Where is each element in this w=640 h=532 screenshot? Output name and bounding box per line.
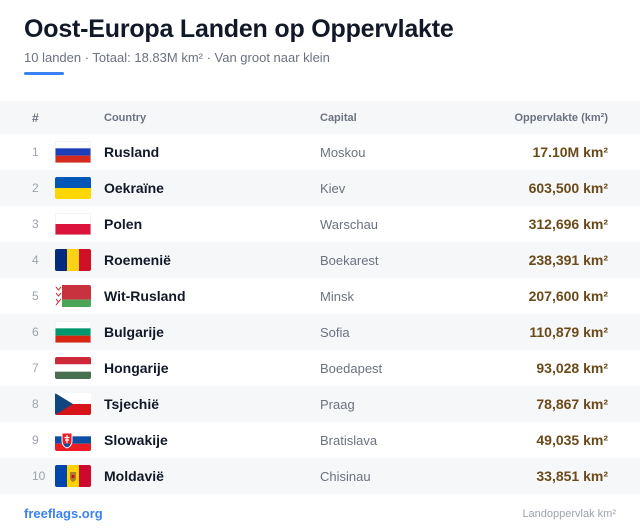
flag-czechia-icon (55, 393, 91, 415)
row-rank: 9 (32, 433, 39, 447)
flag-slovakia-icon (55, 429, 91, 451)
row-country: Slowakije (104, 432, 168, 448)
row-rank: 4 (32, 253, 39, 267)
row-area: 312,696 km² (528, 216, 608, 232)
countries-table: # Country Capital Oppervlakte (km²) 1 Ru… (0, 101, 640, 494)
page-title: Oost-Europa Landen op Oppervlakte (24, 15, 454, 43)
row-rank: 1 (32, 145, 39, 159)
footer-note: Landoppervlak km² (522, 507, 616, 520)
row-rank: 10 (32, 469, 46, 483)
column-header-rank[interactable]: # (32, 110, 39, 125)
row-country: Roemenië (104, 252, 171, 268)
flag-poland-icon (55, 213, 91, 235)
row-capital: Boedapest (320, 360, 383, 376)
row-area: 93,028 km² (536, 360, 608, 376)
table-row[interactable]: 10 Moldavië Chisinau 33,851 km² (0, 458, 640, 494)
row-rank: 6 (32, 325, 39, 339)
row-area: 17.10M km² (532, 144, 608, 160)
row-country: Moldavië (104, 468, 164, 484)
page-header: Oost-Europa Landen op Oppervlakte 10 lan… (24, 14, 624, 66)
row-area: 603,500 km² (528, 180, 608, 196)
flag-bulgaria-icon (55, 321, 91, 343)
row-capital: Praag (320, 396, 355, 412)
row-area: 207,600 km² (528, 288, 608, 304)
flag-moldova-icon (55, 465, 91, 487)
table-row[interactable]: 8 Tsjechië Praag 78,867 km² (0, 386, 640, 422)
table-row[interactable]: 1 Rusland Moskou 17.10M km² (0, 134, 640, 170)
flag-russia-icon (55, 141, 91, 163)
flag-hungary-icon (55, 357, 91, 379)
row-capital: Boekarest (320, 252, 379, 268)
row-rank: 2 (32, 181, 39, 195)
flag-belarus-icon (55, 285, 91, 307)
page-footer: freeflags.org Landoppervlak km² (24, 506, 616, 521)
table-row[interactable]: 2 Oekraïne Kiev 603,500 km² (0, 170, 640, 206)
row-capital: Moskou (320, 144, 366, 160)
row-capital: Kiev (320, 180, 346, 196)
row-capital: Minsk (320, 288, 354, 304)
row-rank: 3 (32, 217, 39, 231)
table-row[interactable]: 9 Slowakije Bratislava 49,035 km² (0, 422, 640, 458)
brand-link[interactable]: freeflags.org (24, 506, 103, 521)
column-header-capital[interactable]: Capital (320, 111, 357, 124)
table-row[interactable]: 7 Hongarije Boedapest 93,028 km² (0, 350, 640, 386)
row-rank: 8 (32, 397, 39, 411)
row-capital: Chisinau (320, 468, 371, 484)
table-row[interactable]: 3 Polen Warschau 312,696 km² (0, 206, 640, 242)
row-capital: Bratislava (320, 432, 378, 448)
row-capital: Warschau (320, 216, 379, 232)
row-area: 110,879 km² (529, 324, 608, 340)
title-accent-bar (24, 72, 64, 75)
row-country: Wit-Rusland (104, 288, 186, 304)
row-country: Oekraïne (104, 180, 164, 196)
row-country: Tsjechië (104, 396, 159, 412)
row-rank: 5 (32, 289, 39, 303)
row-area: 78,867 km² (536, 396, 608, 412)
column-header-country[interactable]: Country (104, 111, 147, 124)
column-header-area[interactable]: Oppervlakte (km²) (514, 111, 608, 124)
page-subtitle: 10 landen · Totaal: 18.83M km² · Van gro… (24, 50, 330, 65)
table-header: # Country Capital Oppervlakte (km²) (0, 101, 640, 134)
table-row[interactable]: 4 Roemenië Boekarest 238,391 km² (0, 242, 640, 278)
row-country: Polen (104, 216, 143, 232)
row-area: 49,035 km² (536, 432, 608, 448)
row-rank: 7 (32, 361, 39, 375)
flag-romania-icon (55, 249, 91, 271)
row-capital: Sofia (320, 324, 350, 340)
row-country: Bulgarije (104, 324, 164, 340)
row-country: Hongarije (104, 360, 169, 376)
flag-ukraine-icon (55, 177, 91, 199)
table-row[interactable]: 6 Bulgarije Sofia 110,879 km² (0, 314, 640, 350)
row-area: 33,851 km² (536, 468, 608, 484)
row-country: Rusland (104, 144, 160, 160)
row-area: 238,391 km² (528, 252, 608, 268)
table-row[interactable]: 5 Wit-Rusland Minsk 207,600 km² (0, 278, 640, 314)
